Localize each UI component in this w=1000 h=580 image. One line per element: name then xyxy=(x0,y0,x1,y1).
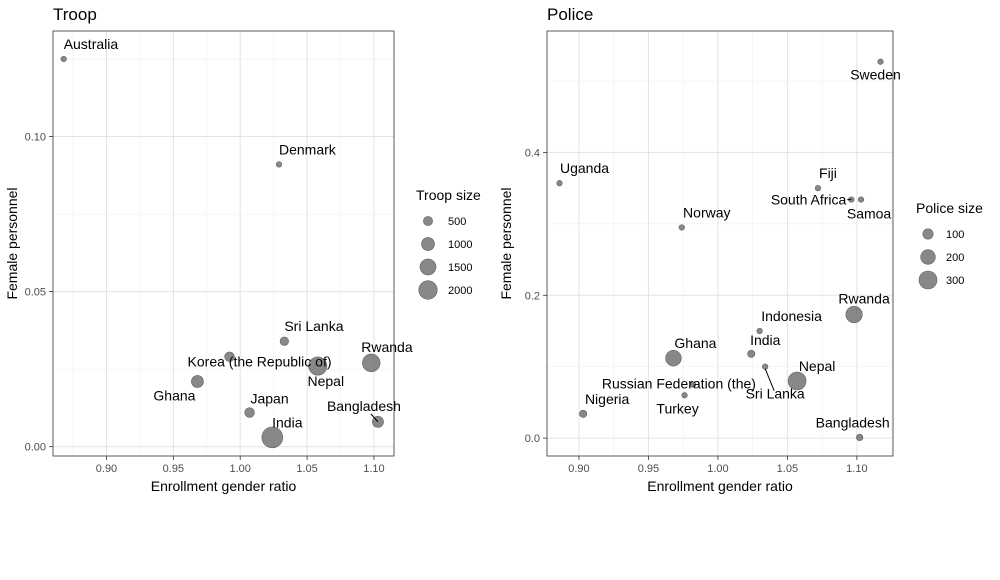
y-axis-title: Female personnel xyxy=(4,187,20,299)
point-label: Rwanda xyxy=(361,339,413,355)
point-label: Ghana xyxy=(153,388,195,404)
label-leader-line xyxy=(764,368,775,391)
point-label: Uganda xyxy=(560,160,609,176)
panel-title: Police xyxy=(547,5,593,24)
point-label: Turkey xyxy=(656,400,698,416)
data-point xyxy=(60,55,67,63)
legend-label: 200 xyxy=(946,252,964,264)
legend-key xyxy=(920,249,936,265)
data-point xyxy=(787,371,807,391)
legend-key xyxy=(418,280,438,300)
y-axis-title: Female personnel xyxy=(498,187,514,299)
point-label: India xyxy=(750,332,781,348)
data-point xyxy=(224,351,235,362)
x-tick-label: 1.05 xyxy=(296,463,317,475)
point-label: Samoa xyxy=(847,206,892,222)
point-label: Bangladesh xyxy=(327,398,401,414)
legend-label: 2000 xyxy=(448,285,472,297)
y-tick-label: 0.0 xyxy=(525,433,540,445)
point-label: Sweden xyxy=(850,67,901,83)
data-point xyxy=(279,336,289,346)
legend-key xyxy=(421,237,435,251)
point-label: Indonesia xyxy=(761,308,822,324)
y-tick-label: 0.10 xyxy=(25,131,46,143)
point-label: Australia xyxy=(64,36,119,52)
x-tick-label: 1.05 xyxy=(777,463,798,475)
x-tick-label: 1.10 xyxy=(846,463,867,475)
panel-title: Troop xyxy=(53,5,97,24)
point-label: Japan xyxy=(250,391,288,407)
point-label: Rwanda xyxy=(838,291,890,307)
legend-title: Police size xyxy=(916,200,983,216)
point-label: Denmark xyxy=(279,141,337,157)
point-label: India xyxy=(272,414,303,430)
plot-frame xyxy=(546,30,894,457)
data-point xyxy=(756,327,763,335)
data-point xyxy=(814,185,822,192)
legend-label: 500 xyxy=(448,216,466,228)
legend-key xyxy=(423,216,433,226)
legend-title: Troop size xyxy=(416,187,481,203)
data-point xyxy=(665,349,682,367)
x-axis-title: Enrollment gender ratio xyxy=(647,478,793,494)
data-point xyxy=(556,180,563,187)
data-point xyxy=(244,407,255,418)
point-label: South Africa xyxy=(771,192,847,208)
data-point xyxy=(362,353,381,373)
legend-key xyxy=(922,228,934,240)
x-tick-label: 0.95 xyxy=(638,463,659,475)
y-tick-label: 0.00 xyxy=(25,442,46,454)
data-point xyxy=(191,375,204,388)
plot-background xyxy=(547,31,893,456)
legend-label: 1000 xyxy=(448,239,472,251)
legend-key xyxy=(419,258,437,276)
data-point xyxy=(856,433,864,442)
point-label: Nepal xyxy=(307,373,344,389)
data-point xyxy=(877,58,884,65)
legend-label: 100 xyxy=(946,229,964,241)
point-label: Russian Federation (the) xyxy=(602,376,756,392)
legend-label: 300 xyxy=(946,275,964,287)
plot-frame xyxy=(52,30,395,457)
panel-police: Police 0.90 0.95 1.00 1.05 1.10 0.0 0.2 0.4 Enrol… xyxy=(498,5,983,494)
point-label: Fiji xyxy=(819,165,837,181)
data-point xyxy=(579,409,588,418)
x-tick-label: 0.90 xyxy=(568,463,589,475)
x-tick-label: 0.95 xyxy=(163,463,184,475)
size-legend: Troop size 500 1000 1500 2000 xyxy=(416,187,481,300)
legend-key xyxy=(918,270,938,290)
x-tick-label: 1.00 xyxy=(230,463,251,475)
data-point xyxy=(261,426,284,449)
data-point xyxy=(681,392,688,399)
y-tick-label: 0.2 xyxy=(525,290,540,302)
data-point xyxy=(747,349,756,358)
point-label: Sri Lanka xyxy=(284,318,343,334)
y-tick-label: 0.4 xyxy=(525,147,540,159)
size-legend: Police size 100 200 300 xyxy=(916,200,983,290)
label-leader-line xyxy=(370,413,379,423)
data-point xyxy=(762,363,769,370)
point-label: Ghana xyxy=(674,335,716,351)
point-label: Norway xyxy=(683,204,730,220)
data-point xyxy=(689,381,697,388)
panel-troop: Troop 0.90 0.95 1.00 1.05 1.10 0.00 0.05 0.10 Enr… xyxy=(4,5,481,494)
x-tick-label: 1.10 xyxy=(363,463,384,475)
x-axis-title: Enrollment gender ratio xyxy=(151,478,297,494)
data-point xyxy=(678,224,685,231)
x-tick-label: 1.00 xyxy=(707,463,728,475)
data-point xyxy=(845,306,863,324)
point-label: Bangladesh xyxy=(816,414,890,430)
point-label: Sri Lanka xyxy=(746,386,805,402)
y-tick-label: 0.05 xyxy=(25,287,46,299)
legend-label: 1500 xyxy=(448,262,472,274)
data-point xyxy=(857,196,865,203)
x-tick-label: 0.90 xyxy=(96,463,117,475)
point-label: Nigeria xyxy=(585,391,630,407)
data-point xyxy=(275,161,283,168)
plot-background xyxy=(53,31,394,456)
data-point xyxy=(308,356,328,376)
point-label: Korea (the Republic of) xyxy=(188,354,332,370)
point-label: Nepal xyxy=(799,358,836,374)
